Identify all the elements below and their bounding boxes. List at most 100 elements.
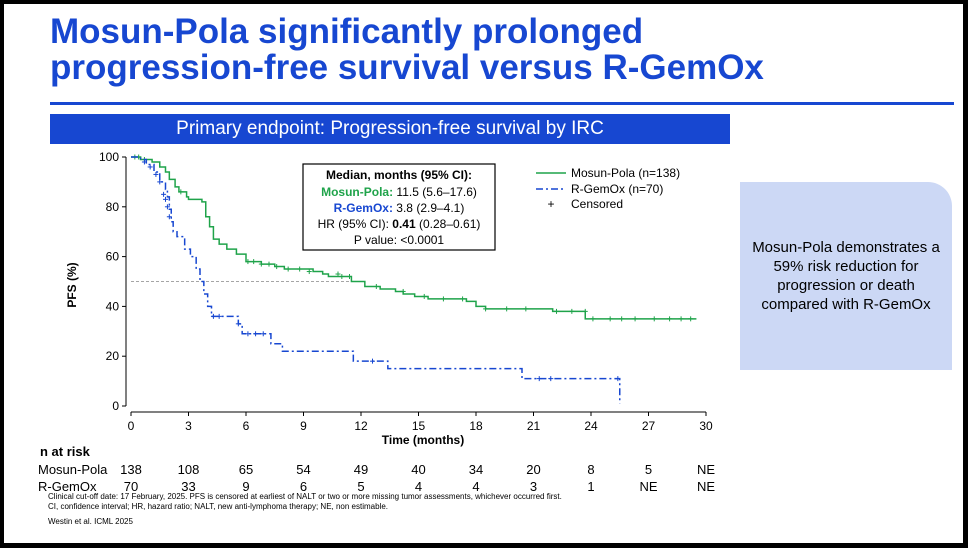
risk-cell: 3 bbox=[530, 479, 537, 494]
title-divider bbox=[50, 102, 954, 105]
risk-cell: 6 bbox=[300, 479, 307, 494]
stats-hr-ci: (0.28–0.61) bbox=[416, 217, 481, 231]
risk-cell: 108 bbox=[178, 462, 200, 477]
censor-mark bbox=[306, 269, 312, 275]
x-tick-label: 3 bbox=[185, 419, 192, 433]
risk-cell: 8 bbox=[587, 462, 594, 477]
x-tick-label: 27 bbox=[642, 419, 656, 433]
censor-mark bbox=[536, 376, 542, 382]
risk-cell: 40 bbox=[411, 462, 425, 477]
stats-mosun-name: Mosun-Pola: bbox=[321, 185, 393, 199]
censor-mark bbox=[235, 321, 241, 327]
censor-mark bbox=[615, 376, 621, 382]
risk-cell: NE bbox=[697, 462, 715, 477]
censor-mark bbox=[266, 261, 272, 267]
censor-mark bbox=[260, 331, 266, 337]
risk-cell: 70 bbox=[124, 479, 138, 494]
risk-cell: NE bbox=[697, 479, 715, 494]
censor-mark bbox=[347, 274, 352, 280]
censor-mark bbox=[667, 316, 673, 322]
risk-cell: 5 bbox=[357, 479, 364, 494]
risk-cell: 49 bbox=[354, 462, 368, 477]
censor-mark bbox=[582, 308, 588, 314]
y-axis-title: PFS (%) bbox=[65, 262, 79, 307]
risk-cell: 34 bbox=[469, 462, 483, 477]
censor-mark bbox=[157, 179, 163, 185]
risk-cell: 65 bbox=[239, 462, 253, 477]
title-line-1: Mosun-Pola significantly prolonged bbox=[50, 12, 644, 51]
risk-cell: NE bbox=[639, 479, 657, 494]
censor-mark bbox=[607, 316, 613, 322]
stats-heading: Median, months (95% CI): bbox=[326, 168, 472, 182]
endpoint-banner: Primary endpoint: Progression-free survi… bbox=[50, 114, 730, 144]
stats-hr-line: HR (95% CI): 0.41 (0.28–0.61) bbox=[318, 217, 481, 231]
censor-mark bbox=[569, 308, 575, 314]
y-tick-label: 100 bbox=[99, 150, 119, 164]
stats-rgemox-value: 3.8 (2.9–4.1) bbox=[393, 201, 464, 215]
x-tick-label: 9 bbox=[300, 419, 307, 433]
x-tick-label: 30 bbox=[699, 419, 713, 433]
x-tick-label: 18 bbox=[469, 419, 483, 433]
stats-rgemox-name: R-GemOx: bbox=[334, 201, 393, 215]
callout-text: Mosun-Pola demonstrates a 59% risk reduc… bbox=[752, 239, 940, 313]
chart-curves bbox=[131, 154, 697, 404]
y-tick-label: 60 bbox=[106, 250, 120, 264]
footnote-cutoff: Clinical cut-off date: 17 February, 2025… bbox=[48, 492, 562, 501]
censor-mark bbox=[440, 296, 446, 302]
y-tick-label: 0 bbox=[112, 399, 119, 413]
x-axis-title: Time (months) bbox=[382, 433, 464, 447]
x-tick-label: 24 bbox=[584, 419, 598, 433]
censor-mark bbox=[688, 316, 694, 322]
slide: Mosun-Pola significantly prolonged progr… bbox=[4, 4, 963, 543]
risk-cell: 9 bbox=[242, 479, 249, 494]
censor-mark bbox=[400, 288, 406, 294]
censor-mark bbox=[590, 316, 596, 322]
censor-mark bbox=[253, 331, 259, 337]
censor-mark bbox=[632, 316, 638, 322]
risk-cell: 4 bbox=[415, 479, 422, 494]
censor-mark bbox=[245, 331, 251, 337]
censor-mark bbox=[274, 264, 280, 270]
legend-rgemox-label: R-GemOx (n=70) bbox=[571, 182, 663, 196]
censor-mark bbox=[373, 283, 379, 289]
risk-table: n at risk Mosun-Pola R-GemOx 138 108 65 54 4… bbox=[38, 444, 715, 494]
x-tick-label: 6 bbox=[243, 419, 250, 433]
x-tick-label: 15 bbox=[412, 419, 426, 433]
censor-mark bbox=[297, 266, 303, 272]
legend-censor-label: Censored bbox=[571, 197, 623, 211]
risk-cell: 33 bbox=[181, 479, 195, 494]
risk-cell: 20 bbox=[526, 462, 540, 477]
title-line-2: progression-free survival versus R-GemOx bbox=[50, 48, 764, 87]
km-chart: 0 20 40 60 80 100 0 3 6 9 12 15 18 21 24 27 30 Median, m… bbox=[38, 150, 715, 494]
censor-mark bbox=[335, 271, 341, 277]
risk-row-label: Mosun-Pola bbox=[38, 462, 108, 477]
censor-mark bbox=[178, 189, 184, 195]
censor-mark bbox=[141, 159, 147, 165]
censor-mark bbox=[619, 316, 625, 322]
censor-mark bbox=[164, 204, 170, 210]
x-tick-label: 21 bbox=[527, 419, 541, 433]
y-tick-label: 80 bbox=[106, 200, 120, 214]
censor-mark bbox=[166, 214, 172, 220]
censor-mark bbox=[210, 313, 216, 319]
stats-mosun-line: Mosun-Pola: 11.5 (5.6–17.6) bbox=[321, 185, 477, 199]
risk-table-title: n at risk bbox=[40, 444, 91, 459]
stats-rgemox-line: R-GemOx: 3.8 (2.9–4.1) bbox=[334, 201, 465, 215]
x-tick-label: 12 bbox=[354, 419, 368, 433]
median-stats-box: Median, months (95% CI): Mosun-Pola: 11.… bbox=[302, 163, 496, 251]
censor-mark bbox=[370, 358, 375, 364]
censor-mark bbox=[251, 259, 257, 265]
footnote-citation: Westin et al. ICML 2025 bbox=[48, 517, 133, 526]
chart-axes: 0 20 40 60 80 100 0 3 6 9 12 15 18 21 24 27 30 bbox=[99, 150, 713, 433]
censor-mark bbox=[245, 259, 251, 265]
censor-mark bbox=[147, 164, 153, 170]
risk-reduction-callout: Mosun-Pola demonstrates a 59% risk reduc… bbox=[740, 182, 952, 370]
x-tick-label: 0 bbox=[128, 419, 135, 433]
risk-cell: 4 bbox=[472, 479, 479, 494]
censor-mark bbox=[285, 266, 291, 272]
censor-mark bbox=[421, 293, 427, 299]
censor-mark bbox=[678, 316, 684, 322]
censor-mark bbox=[504, 306, 510, 312]
y-tick-label: 40 bbox=[106, 299, 120, 313]
stats-hr-prefix: HR (95% CI): bbox=[318, 217, 393, 231]
